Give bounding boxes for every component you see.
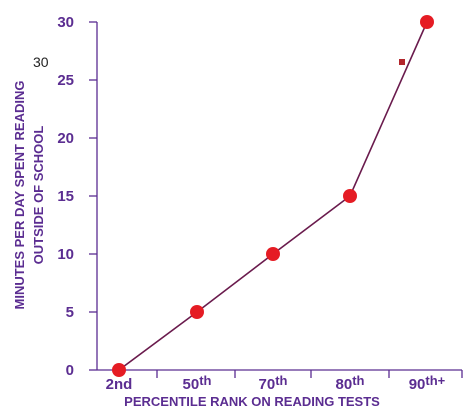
x-tick-label: 50th (183, 373, 212, 393)
y-tick-label: 30 (57, 14, 74, 31)
y-tick-label: 5 (66, 304, 74, 321)
x-axis-title: PERCENTILE RANK ON READING TESTS (124, 394, 380, 409)
data-point (420, 15, 434, 29)
x-tick-label: 90th+ (409, 373, 446, 393)
side-annotation-label: 30 (33, 54, 49, 70)
y-tick-label: 25 (57, 72, 74, 89)
y-tick-label: 15 (57, 188, 74, 205)
y-tick-label: 20 (57, 130, 74, 147)
x-tick-label: 80th (336, 373, 365, 393)
x-axis: 2nd 50th 70th 80th 90th+ (97, 369, 463, 393)
series-line (118, 21, 428, 371)
data-point (112, 363, 126, 377)
x-tick-label: 2nd (106, 376, 133, 393)
x-tick-label: 70th (259, 373, 288, 393)
data-point (190, 305, 204, 319)
y-axis-title: MINUTES PER DAY SPENT READING OUTSIDE OF … (12, 81, 46, 310)
data-point (266, 247, 280, 261)
y-axis: 0 5 10 15 20 25 30 (57, 14, 98, 379)
y-tick-label: 10 (57, 246, 74, 263)
data-point (343, 189, 357, 203)
y-tick-label: 0 (66, 362, 74, 379)
series-layer (112, 15, 434, 377)
small-square-marker (399, 59, 405, 65)
